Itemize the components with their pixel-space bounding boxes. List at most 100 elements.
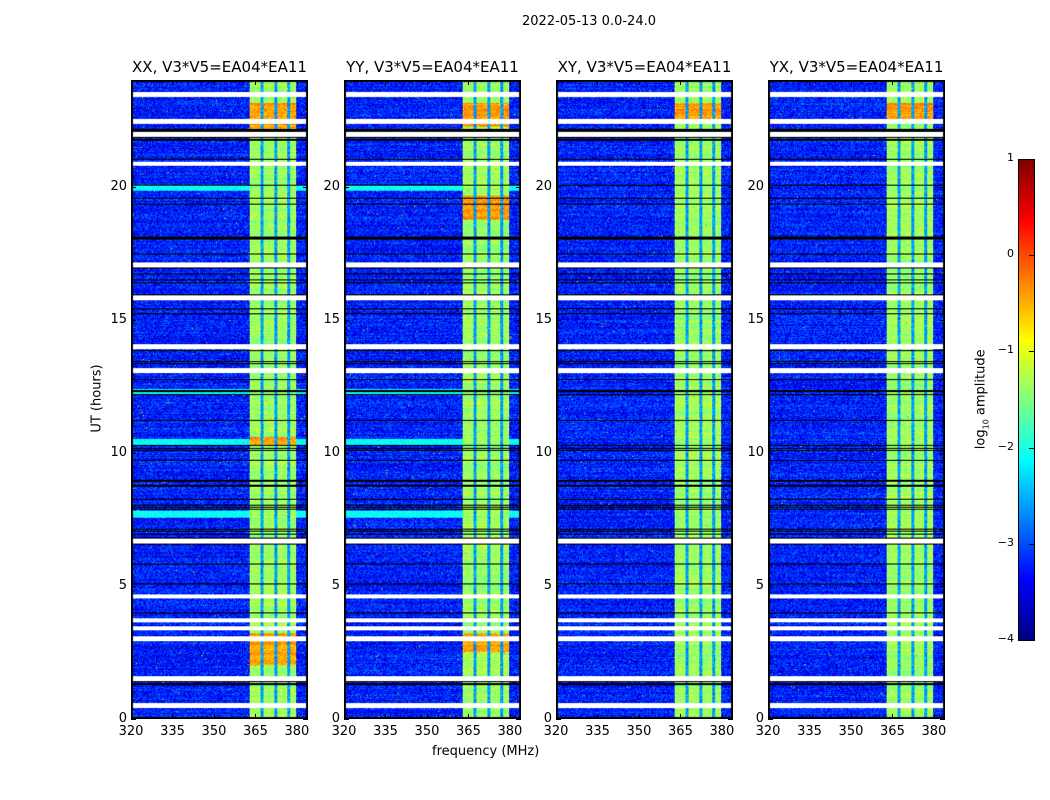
x-tick-mark: [344, 80, 345, 85]
x-tick-label: 320: [543, 724, 569, 739]
y-tick-label: 15: [747, 311, 764, 327]
y-tick-mark: [516, 719, 521, 720]
y-tick-mark: [131, 585, 136, 587]
y-tick-label: 20: [747, 178, 764, 194]
y-tick-mark: [728, 319, 733, 321]
y-tick-mark: [303, 719, 308, 720]
y-tick-label: 5: [118, 577, 127, 593]
x-tick-label: 320: [118, 724, 144, 739]
x-tick-label: 365: [243, 724, 268, 739]
panel-title: XY, V3*V5=EA04*EA11: [557, 58, 732, 76]
x-tick-label: 380: [497, 724, 523, 739]
x-tick-mark: [468, 80, 470, 85]
y-tick-mark: [303, 186, 308, 188]
x-tick-mark: [556, 80, 557, 85]
colorbar-tick-mark: [1029, 543, 1034, 545]
y-tick-mark: [940, 585, 945, 587]
y-tick-label: 0: [755, 711, 764, 726]
y-tick-mark: [303, 585, 308, 587]
y-tick-label: 15: [323, 311, 340, 327]
x-tick-mark: [131, 714, 132, 719]
y-tick-label: 15: [535, 311, 552, 327]
y-tick-label: 0: [543, 711, 552, 726]
y-tick-mark: [303, 319, 308, 321]
colorbar-tick-label: −4: [997, 632, 1014, 645]
y-tick-mark: [768, 186, 773, 188]
colorbar-tick-mark: [1029, 351, 1034, 353]
y-tick-mark: [131, 319, 136, 321]
x-tick-label: 350: [201, 724, 227, 739]
y-tick-mark: [516, 319, 521, 321]
panel-title: YY, V3*V5=EA04*EA11: [346, 58, 519, 76]
x-tick-mark: [721, 714, 723, 719]
y-tick-label: 10: [535, 444, 552, 460]
y-tick-mark: [344, 585, 349, 587]
y-tick-mark: [344, 186, 349, 188]
colorbar-label-sub: 10: [981, 419, 991, 430]
x-tick-mark: [809, 80, 811, 85]
x-tick-label: 350: [838, 724, 864, 739]
x-tick-mark: [172, 80, 174, 85]
y-tick-label: 20: [110, 178, 127, 194]
y-tick-mark: [940, 319, 945, 321]
y-tick-label: 10: [747, 444, 764, 460]
x-tick-mark: [255, 714, 257, 719]
x-tick-label: 335: [797, 724, 822, 739]
x-tick-mark: [597, 80, 599, 85]
x-tick-mark: [468, 714, 470, 719]
x-tick-mark: [933, 80, 935, 85]
y-tick-label: 20: [323, 178, 340, 194]
x-tick-mark: [556, 714, 557, 719]
y-tick-mark: [768, 585, 773, 587]
x-tick-mark: [296, 714, 298, 719]
x-tick-label: 365: [456, 724, 481, 739]
y-tick-mark: [556, 719, 561, 720]
y-tick-mark: [131, 452, 136, 454]
x-tick-label: 320: [755, 724, 781, 739]
y-axis-label: UT (hours): [89, 364, 105, 433]
colorbar-tick-label: −2: [997, 439, 1014, 453]
x-tick-label: 320: [331, 724, 357, 739]
y-tick-mark: [940, 719, 945, 720]
x-tick-mark: [213, 714, 215, 719]
x-tick-mark: [892, 714, 894, 719]
y-tick-mark: [516, 186, 521, 188]
y-tick-mark: [303, 452, 308, 454]
y-tick-label: 20: [535, 178, 552, 194]
x-tick-mark: [638, 714, 640, 719]
x-tick-mark: [385, 80, 387, 85]
x-tick-mark: [597, 714, 599, 719]
y-tick-label: 15: [110, 311, 127, 327]
colorbar-tick-mark: [1029, 159, 1034, 160]
y-tick-mark: [728, 452, 733, 454]
x-tick-mark: [850, 714, 852, 719]
x-tick-label: 380: [284, 724, 310, 739]
x-tick-label: 350: [626, 724, 652, 739]
x-tick-mark: [638, 80, 640, 85]
colorbar-tick-mark: [1029, 255, 1034, 257]
y-tick-mark: [768, 719, 773, 720]
colorbar-tick-mark: [1029, 447, 1034, 449]
y-tick-label: 5: [543, 577, 552, 593]
x-tick-label: 365: [880, 724, 905, 739]
x-tick-mark: [385, 714, 387, 719]
x-tick-mark: [768, 714, 769, 719]
y-tick-label: 10: [323, 444, 340, 460]
colorbar-tick-label: 1: [1007, 151, 1014, 164]
y-tick-label: 0: [331, 711, 340, 726]
y-tick-mark: [940, 186, 945, 188]
y-tick-mark: [131, 719, 136, 720]
x-tick-label: 365: [668, 724, 693, 739]
x-tick-mark: [721, 80, 723, 85]
x-tick-mark: [296, 80, 298, 85]
x-tick-label: 380: [709, 724, 735, 739]
y-tick-mark: [556, 452, 561, 454]
x-tick-mark: [680, 80, 682, 85]
y-tick-mark: [131, 186, 136, 188]
x-tick-mark: [768, 80, 769, 85]
y-tick-mark: [940, 452, 945, 454]
x-tick-mark: [933, 714, 935, 719]
x-tick-mark: [255, 80, 257, 85]
y-tick-mark: [516, 585, 521, 587]
